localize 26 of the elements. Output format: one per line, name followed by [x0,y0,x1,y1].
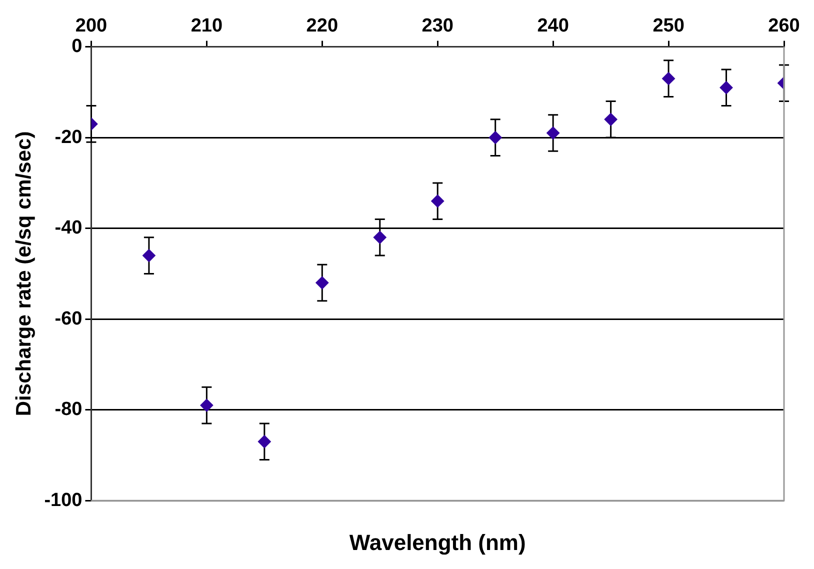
point [604,112,618,126]
y-tick-label: -100 [44,490,82,511]
x-tick-label: 230 [422,16,454,37]
y-tick-label: -60 [54,308,82,330]
x-tick-label: 260 [768,16,800,37]
point [431,194,444,208]
x-tick-label: 240 [537,16,569,37]
x-tick-label: 210 [190,16,223,37]
point [373,230,386,244]
x-tick-label: 200 [75,16,108,37]
point [316,276,329,290]
point [488,131,502,144]
y-axis-title: Discharge rate (e/sq cm/sec) [12,131,36,416]
x-tick-label: 220 [306,16,338,37]
point [662,72,676,86]
point [200,398,214,412]
y-tick-label: -20 [54,126,82,148]
point [142,249,156,262]
x-axis-title: Wavelength (nm) [349,530,526,555]
y-tick-label: -40 [54,218,82,239]
point [720,81,733,94]
y-tick-label: 0 [72,36,82,58]
point [258,435,271,448]
x-tick-label: 250 [652,16,684,37]
y-tick-label: -80 [54,399,82,420]
point [546,126,560,140]
